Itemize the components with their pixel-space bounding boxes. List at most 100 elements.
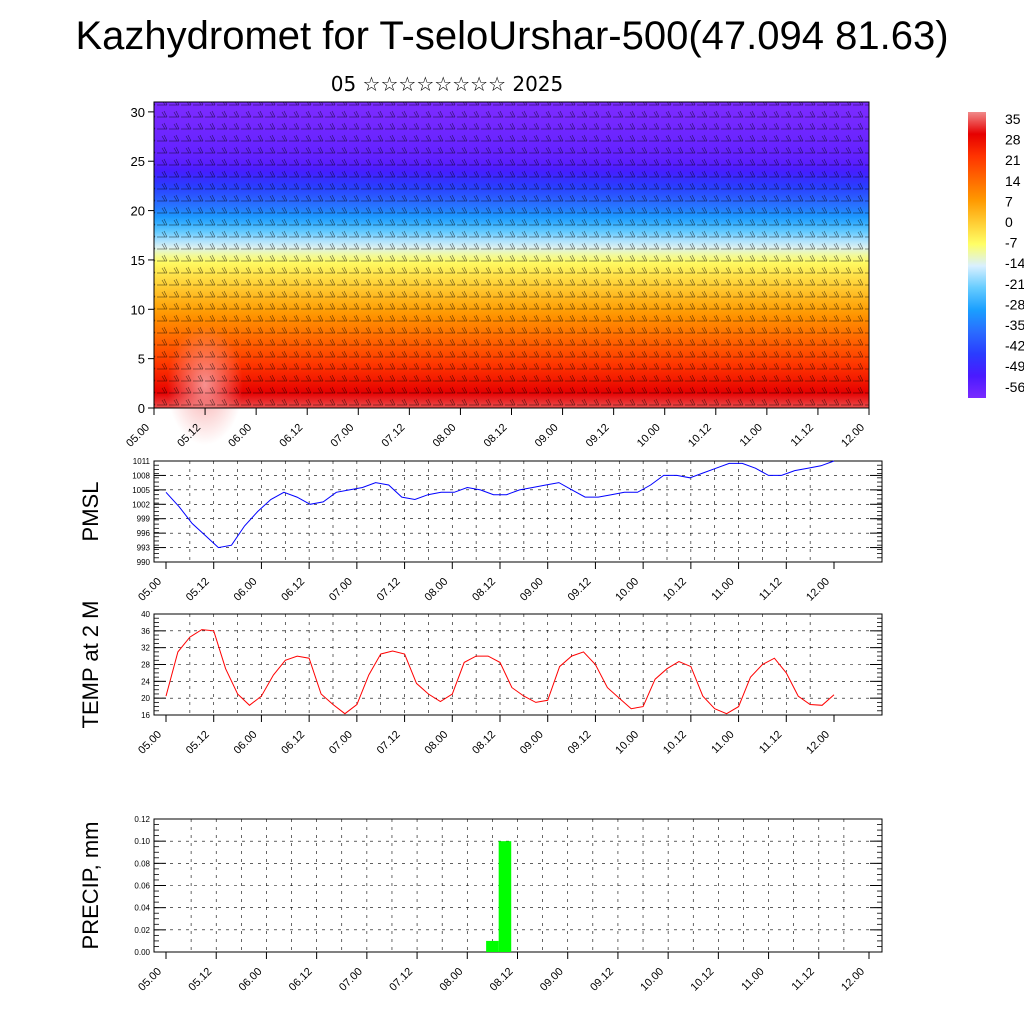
layer-pmsl-x-tick-label: 08.12 <box>470 576 498 604</box>
layer-precip-x-tick-label: 07.12 <box>387 966 415 994</box>
layer-precip-x-tick-label: 06.12 <box>287 966 315 994</box>
page-title: Kazhydromet for T-seloUrshar-500(47.094 … <box>75 14 949 58</box>
colorbar: 35 28 21 14 7 0 -7 -14 -21 -28 -35 -42 -49 -56 <box>968 111 1024 398</box>
layer-pmsl-y-tick-label: 1011 <box>133 457 151 466</box>
colorbar-label: -21 <box>1005 276 1024 292</box>
layer-temp-y-tick-label: 24 <box>141 677 150 686</box>
profile-y-tick-label: 0 <box>138 401 145 416</box>
layer-precip-x-tick-label: 11.00 <box>739 966 766 993</box>
layer-temp-series-line <box>165 629 835 715</box>
layer-pmsl-y-tick-label: 993 <box>137 544 151 553</box>
colorbar-label: -35 <box>1005 317 1024 333</box>
layer-precip-x-tick-label: 09.00 <box>538 966 566 994</box>
profile-y-tick-label: 15 <box>131 253 145 268</box>
layer-temp-x-tick-label: 06.12 <box>279 729 307 757</box>
layer-pmsl-x-tick-label: 10.12 <box>661 576 689 604</box>
colorbar-label: 0 <box>1005 214 1013 230</box>
layer-precip-x-tick-label: 11.12 <box>790 966 817 993</box>
layer-temp-x-tick-label: 09.12 <box>566 729 594 757</box>
colorbar-gradient-bar <box>968 112 986 398</box>
profile-tick-label: 08.12 <box>482 422 510 450</box>
colorbar-label: -28 <box>1005 296 1024 312</box>
layer-precip-x-tick-label: 08.00 <box>437 966 465 994</box>
layer-precip-x-tick-label: 12.00 <box>839 966 867 994</box>
layer-pmsl-x-tick-label: 08.00 <box>422 576 450 604</box>
layer-temp-y-tick-label: 40 <box>141 610 150 619</box>
layer-temp-x-tick-label: 05.00 <box>136 729 164 757</box>
profile-tick-label: 09.12 <box>584 422 612 450</box>
layer-pmsl-x-tick-label: 06.12 <box>279 576 307 604</box>
layer-pmsl-frame <box>153 460 883 563</box>
profile-tick-label: 10.00 <box>635 422 663 450</box>
colorbar-label: -14 <box>1005 255 1024 271</box>
layer-temp-x-tick-label: 10.00 <box>613 729 641 757</box>
layer-temp-y-tick-label: 36 <box>141 627 150 636</box>
layer-pmsl-x-tick-label: 09.12 <box>566 576 594 604</box>
profile-y-tick-label: 20 <box>131 204 145 219</box>
layer-precip-y-tick-label: 0.04 <box>134 904 150 913</box>
profile-tick-label: 11.00 <box>738 422 765 449</box>
layer-precip-y-tick-label: 0.02 <box>134 926 150 935</box>
layer-temp-x-tick-label: 11.00 <box>709 729 736 756</box>
layer-temp-x-tick-label: 08.12 <box>470 729 498 757</box>
layer-temp-x-tick-label: 08.00 <box>422 729 450 757</box>
layer-precip-y-tick-label: 0.08 <box>134 859 150 868</box>
layer-pmsl-y-tick-label: 999 <box>137 515 151 524</box>
layer-precip-x-tick-label: 10.12 <box>689 966 717 994</box>
profile-y-tick-label: 5 <box>138 352 145 367</box>
layer-temp-y-tick-label: 16 <box>141 711 150 720</box>
colorbar-label: -7 <box>1005 235 1018 251</box>
page-subtitle: 05 ☆☆☆☆☆☆☆☆ 2025 <box>330 72 564 96</box>
profile-tick-label: 08.00 <box>431 422 459 450</box>
layer-precip-x-tick-label: 09.12 <box>588 966 616 994</box>
profile-tick-label: 05.00 <box>124 422 152 450</box>
colorbar-label: 35 <box>1005 111 1021 127</box>
layer-temp-y-axis-label: TEMP at 2 M <box>78 601 103 729</box>
layer-pmsl-x-tick-label: 11.00 <box>709 576 736 603</box>
layer-pmsl-x-tick-label: 09.00 <box>518 576 546 604</box>
layer-pmsl-y-tick-label: 1008 <box>132 471 150 480</box>
layer-pmsl-x-tick-label: 07.12 <box>375 576 403 604</box>
layer-pmsl-y-tick-label: 1002 <box>132 500 150 509</box>
colorbar-label: -56 <box>1005 379 1024 395</box>
colorbar-label: 7 <box>1005 193 1013 209</box>
layer-precip-x-tick-label: 05.12 <box>186 966 214 994</box>
layer-temp-x-tick-label: 05.12 <box>184 729 212 757</box>
layer-precip-y-tick-label: 0.10 <box>134 837 150 846</box>
layer-temp-x-tick-label: 09.00 <box>518 729 546 757</box>
layer-temp-y-tick-label: 32 <box>141 644 150 653</box>
layer-pmsl-y-tick-label: 996 <box>137 529 151 538</box>
layer-pmsl-x-tick-label: 10.00 <box>613 576 641 604</box>
temp-panel: 16 20 24 28 32 36 40 TEMP at 2 M 05.00 05.12 06.00… <box>78 601 883 757</box>
profile-y-tick-label: 10 <box>131 302 145 317</box>
profile-tick-label: 06.12 <box>277 422 305 450</box>
profile-tick-label: 07.12 <box>380 422 408 450</box>
profile-tick-label: 09.00 <box>533 422 561 450</box>
precip-panel: 0.00 0.02 0.04 0.06 0.08 0.10 0.12 PRECIP, mm 05… <box>78 815 883 994</box>
layer-temp-y-tick-label: 28 <box>141 661 150 670</box>
colorbar-label: -49 <box>1005 358 1024 374</box>
colorbar-label: 14 <box>1005 173 1021 189</box>
layer-precip-x-tick-label: 10.00 <box>638 966 666 994</box>
precip-bar <box>486 940 499 952</box>
layer-precip-y-axis-label: PRECIP, mm <box>78 822 103 950</box>
profile-y-tick-label: 25 <box>131 154 145 169</box>
layer-temp-x-tick-label: 07.00 <box>327 729 355 757</box>
layer-pmsl-x-tick-label: 12.00 <box>804 576 832 604</box>
layer-pmsl-series-line <box>165 460 835 549</box>
precip-bar <box>498 841 512 952</box>
layer-pmsl-x-tick-label: 11.12 <box>757 576 784 603</box>
layer-temp-x-tick-label: 12.00 <box>804 729 832 757</box>
layer-pmsl-y-tick-label: 1005 <box>132 486 150 495</box>
layer-pmsl-x-tick-label: 06.00 <box>232 576 260 604</box>
layer-temp-x-tick-label: 06.00 <box>232 729 260 757</box>
layer-precip-y-tick-label: 0.06 <box>134 882 150 891</box>
colorbar-label: 28 <box>1005 132 1021 148</box>
layer-precip-x-tick-label: 07.00 <box>337 966 365 994</box>
profile-y-tick-label: 30 <box>131 105 145 120</box>
wind-barbs <box>154 102 869 408</box>
layer-pmsl-x-tick-label: 05.12 <box>184 576 212 604</box>
layer-pmsl-y-tick-label: 990 <box>137 558 151 567</box>
